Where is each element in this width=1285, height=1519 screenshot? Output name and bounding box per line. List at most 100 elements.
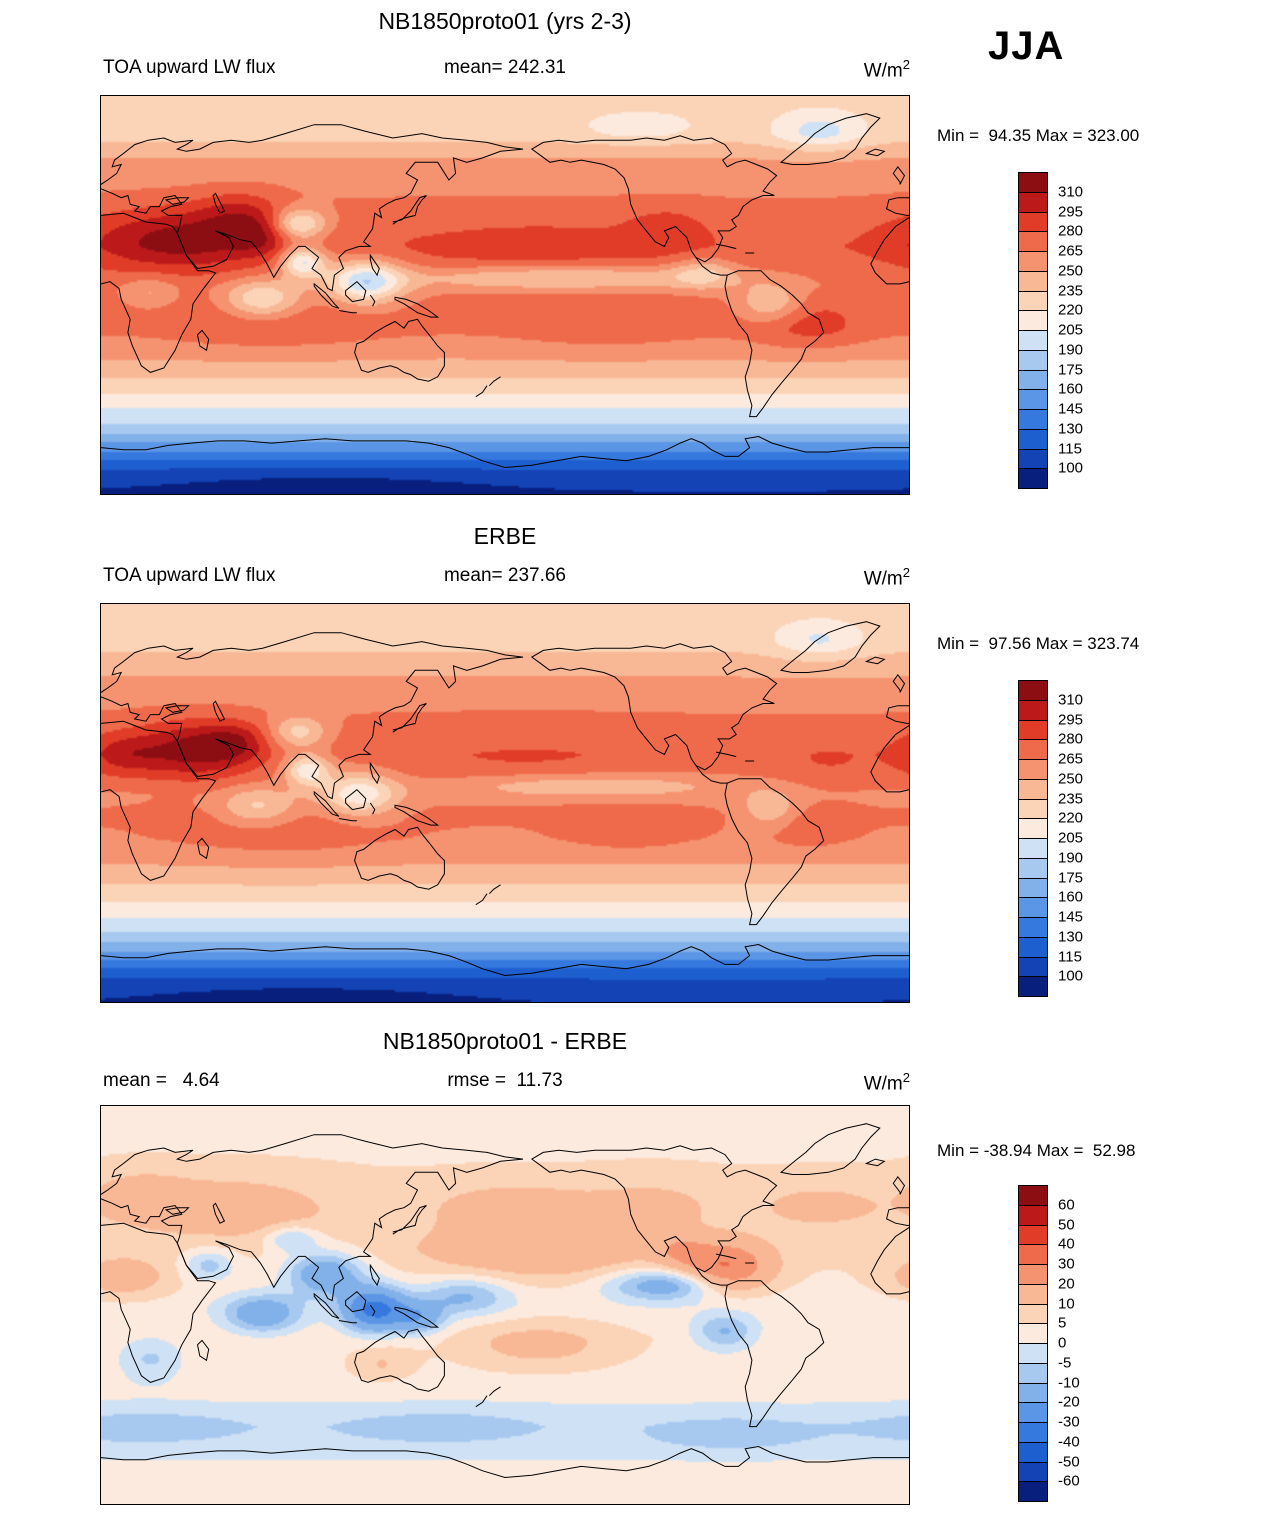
panel1-title: NB1850proto01 (yrs 2-3) (378, 8, 632, 34)
colorbar-cell (1018, 468, 1048, 489)
colorbar-tick-label: 220 (1058, 809, 1084, 827)
panel2-minmax-label: Min = 97.56 Max = 323.74 (937, 634, 1140, 653)
colorbar-tick-label: 130 (1058, 420, 1084, 438)
panel3-colorbar: 60 50 40 30 20 10 5 0 -5 -10 -20 -30 -40 -50 -60 (1018, 1185, 1080, 1502)
panel3-coastlines (101, 1123, 909, 1479)
colorbar-cell (1018, 1461, 1048, 1483)
colorbar-cell (1018, 369, 1048, 391)
units-exponent: 2 (902, 1070, 910, 1085)
panel1-field-canvas (101, 96, 909, 494)
colorbar-cell (1018, 818, 1048, 839)
colorbar-cell (1018, 719, 1048, 741)
colorbar-cell (1018, 310, 1048, 331)
colorbar-tick-label: 10 (1058, 1295, 1075, 1312)
panel3-units-label: W/m2 (100, 1070, 910, 1095)
colorbar-tick-label: 310 (1058, 183, 1084, 201)
colorbar-cell (1018, 211, 1048, 233)
colorbar-tick-label: -40 (1058, 1433, 1080, 1451)
panel1-map (100, 95, 910, 495)
panel1-minmax-label: Min = 94.35 Max = 323.00 (937, 126, 1140, 145)
colorbar-cell (1018, 976, 1048, 997)
panel2-title: ERBE (473, 523, 537, 549)
colorbar-tick-label: 205 (1058, 829, 1084, 847)
colorbar-tick-label: 175 (1058, 361, 1084, 378)
colorbar-cell (1018, 680, 1048, 701)
colorbar-cell (1018, 1481, 1048, 1502)
colorbar-tick-label: 160 (1058, 888, 1084, 906)
colorbar-cell (1018, 1204, 1048, 1226)
colorbar-tick-label: 160 (1058, 380, 1084, 398)
units-base: W/m (863, 1073, 903, 1095)
colorbar-cell (1018, 231, 1048, 252)
units-base: W/m (863, 60, 903, 82)
colorbar-tick-label: 250 (1058, 770, 1084, 788)
panel2-field-canvas (101, 604, 909, 1002)
colorbar-cell (1018, 428, 1048, 450)
colorbar-tick-label: -30 (1058, 1413, 1080, 1431)
colorbar-cell (1018, 1224, 1048, 1246)
colorbar-tick-label: 235 (1058, 790, 1084, 807)
panel1-mean-label: mean= 242.31 (443, 57, 566, 78)
colorbar-cell (1018, 699, 1048, 721)
panel2-variable-label: TOA upward LW flux (103, 565, 276, 586)
colorbar-tick-label: 30 (1058, 1255, 1075, 1273)
colorbar-cell (1018, 1422, 1048, 1443)
colorbar-tick-label: -50 (1058, 1453, 1080, 1470)
colorbar-cell (1018, 778, 1048, 800)
panel2-units-label: W/m2 (100, 565, 910, 590)
colorbar-tick-label: -60 (1058, 1472, 1080, 1490)
colorbar-tick-label: 100 (1058, 967, 1084, 985)
panel3-title: NB1850proto01 - ERBE (382, 1028, 628, 1054)
colorbar-tick-label: 0 (1058, 1334, 1067, 1352)
colorbar-tick-label: 145 (1058, 908, 1084, 926)
colorbar-cell (1018, 251, 1048, 272)
panel1-coastlines (101, 113, 909, 469)
colorbar-cell (1018, 897, 1048, 918)
colorbar-cell (1018, 191, 1048, 213)
colorbar-tick-label: 220 (1058, 301, 1084, 319)
colorbar-tick-label: 205 (1058, 321, 1084, 339)
colorbar-tick-label: 250 (1058, 262, 1084, 280)
panel1-colorbar: 310 295 280 265 250 235 220 205 190 175 160 145 130 1… (1018, 172, 1083, 489)
colorbar-tick-label: 115 (1058, 440, 1082, 457)
colorbar-tick-label: 175 (1058, 869, 1084, 886)
colorbar-cell (1018, 956, 1048, 978)
colorbar-cell (1018, 739, 1048, 760)
colorbar-cell (1018, 1283, 1048, 1305)
colorbar-tick-label: 265 (1058, 750, 1084, 768)
colorbar-cell (1018, 1185, 1048, 1206)
colorbar-tick-label: 5 (1058, 1314, 1067, 1332)
colorbar-tick-label: -10 (1058, 1374, 1080, 1391)
colorbar-cell (1018, 1362, 1048, 1384)
colorbar-cell (1018, 448, 1048, 470)
units-exponent: 2 (902, 57, 910, 72)
colorbar-tick-label: 190 (1058, 849, 1084, 867)
colorbar-cell (1018, 759, 1048, 780)
colorbar-tick-label: 235 (1058, 282, 1084, 299)
colorbar-tick-label: -20 (1058, 1393, 1080, 1411)
colorbar-cell (1018, 936, 1048, 958)
colorbar-cell (1018, 389, 1048, 410)
colorbar-cell (1018, 1323, 1048, 1344)
units-exponent: 2 (902, 565, 910, 580)
colorbar-cell (1018, 349, 1048, 371)
colorbar-tick-label: 280 (1058, 730, 1084, 748)
colorbar-cell (1018, 857, 1048, 879)
colorbar-tick-label: 130 (1058, 928, 1084, 946)
colorbar-cell (1018, 917, 1048, 938)
colorbar-cell (1018, 1382, 1048, 1404)
panel2-map (100, 603, 910, 1003)
colorbar-tick-label: 310 (1058, 691, 1084, 709)
colorbar-tick-label: 295 (1058, 203, 1084, 220)
colorbar-tick-label: -5 (1058, 1354, 1072, 1372)
colorbar-tick-label: 265 (1058, 242, 1084, 260)
panel3-minmax-label: Min = -38.94 Max = 52.98 (937, 1141, 1136, 1160)
colorbar-tick-label: 40 (1058, 1235, 1075, 1253)
colorbar-cell (1018, 290, 1048, 312)
colorbar-tick-label: 145 (1058, 400, 1084, 418)
colorbar-cell (1018, 172, 1048, 193)
panel3-rmse-label: rmse = 11.73 (447, 1070, 563, 1091)
colorbar-cell (1018, 1264, 1048, 1285)
colorbar-cell (1018, 1402, 1048, 1423)
